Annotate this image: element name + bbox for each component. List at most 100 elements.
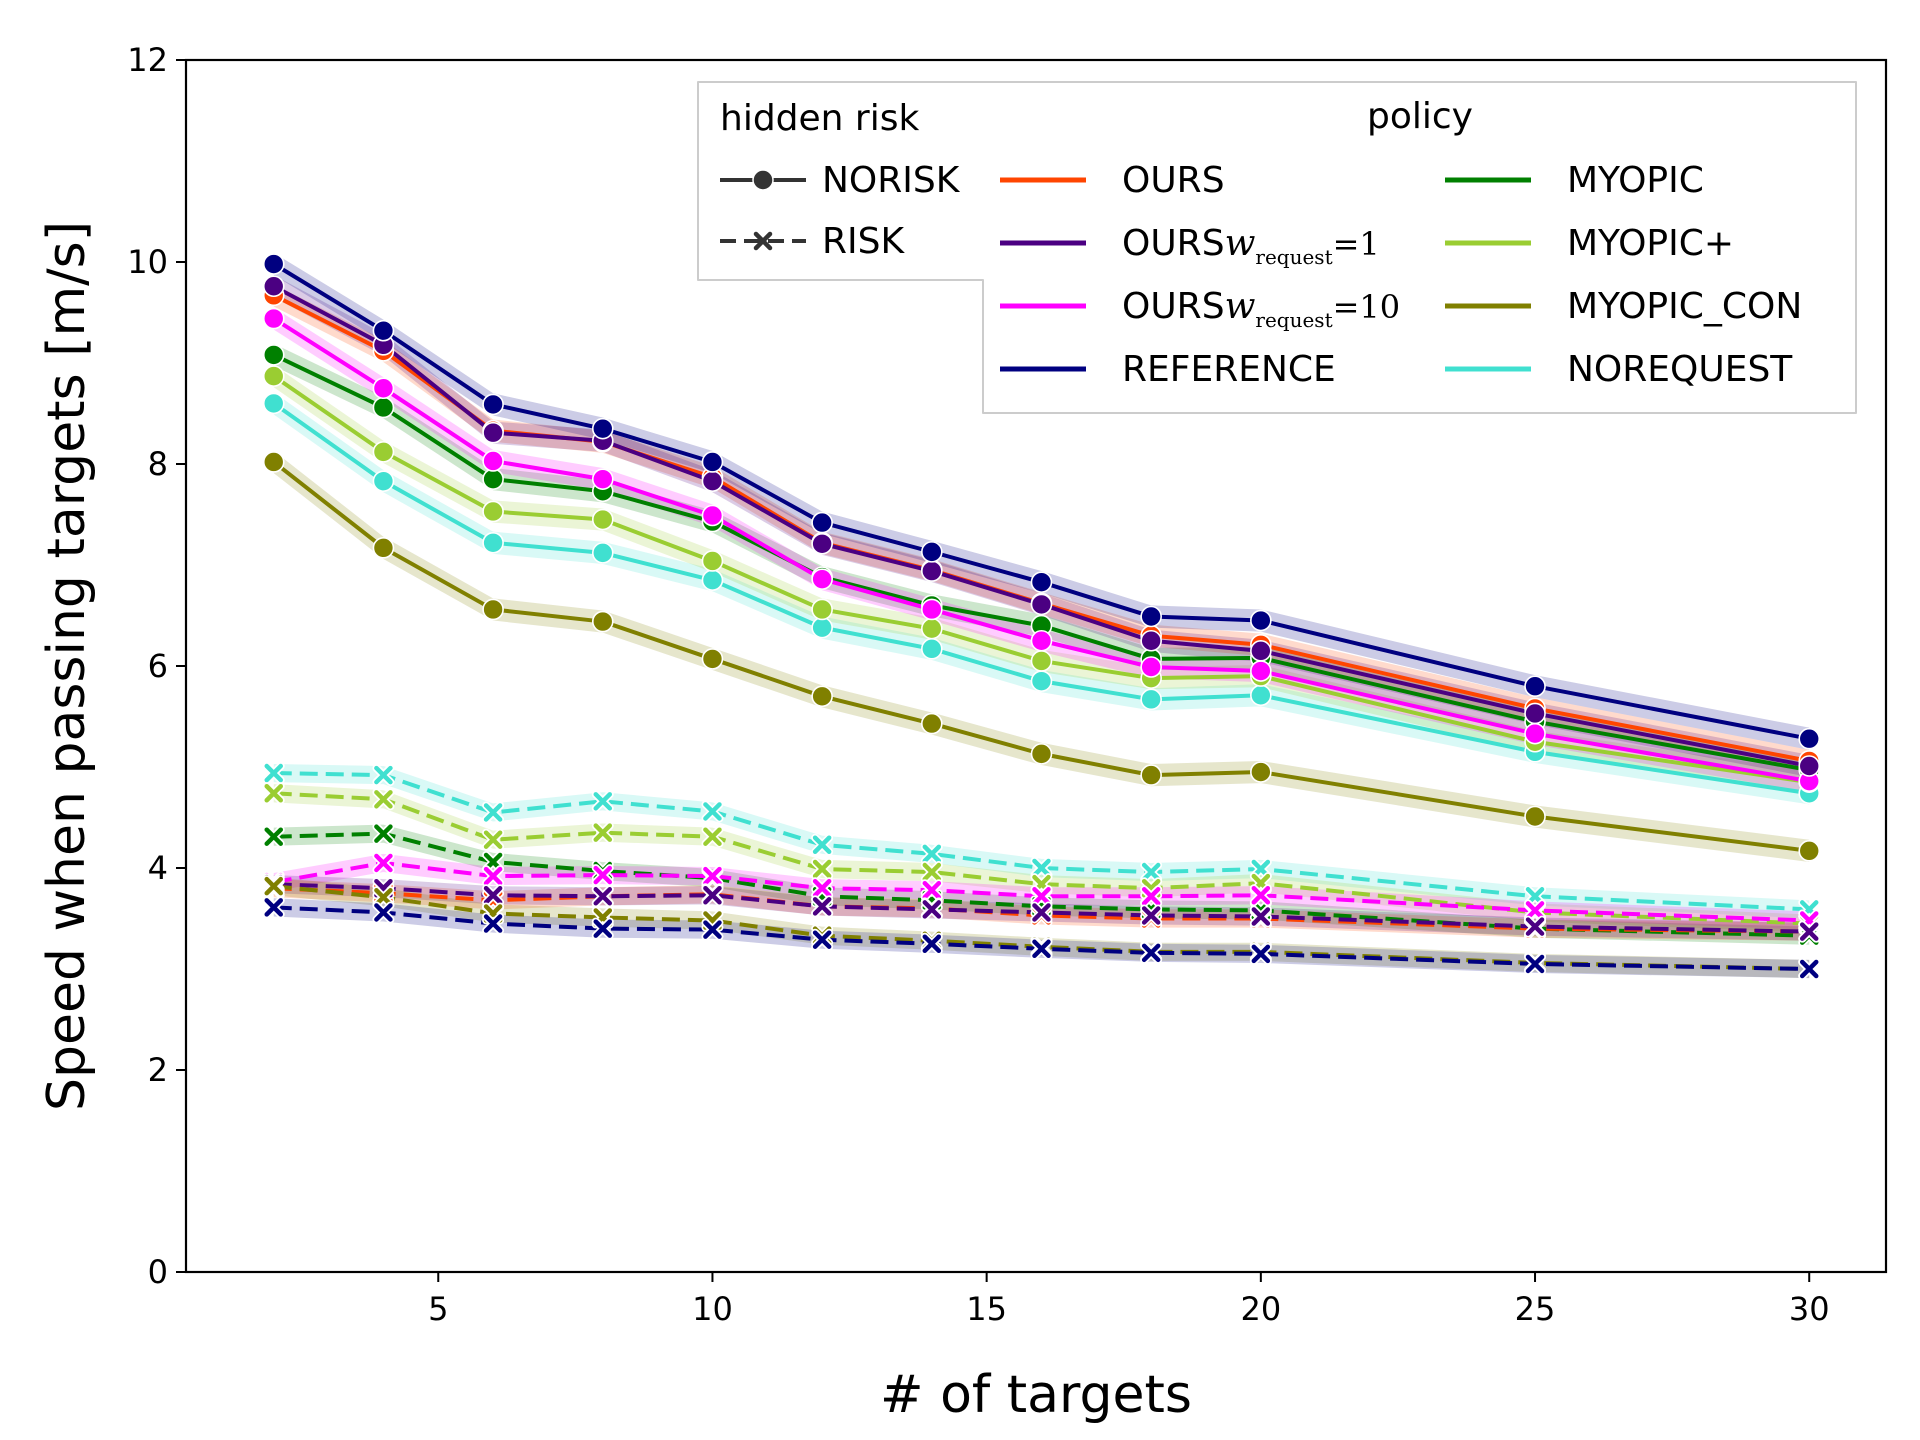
data-point	[1250, 684, 1272, 707]
data-point	[1249, 884, 1272, 907]
data-point	[482, 468, 504, 490]
y-tick-label: 8	[148, 445, 168, 483]
data-point	[482, 865, 505, 888]
legend-policy-name: NOREQUEST	[1567, 349, 1793, 390]
series-line	[273, 831, 1810, 938]
x-tick-label: 25	[1515, 1290, 1556, 1328]
data-point	[482, 598, 504, 621]
data-point	[1030, 857, 1053, 879]
data-point	[811, 568, 833, 590]
legend-style-label: NORISK	[822, 160, 961, 201]
y-tick-label: 12	[127, 41, 168, 79]
data-point	[1140, 656, 1162, 678]
data-point	[372, 822, 395, 845]
legend-policy-subscript: request	[1255, 245, 1332, 269]
data-point	[482, 450, 504, 472]
series-line	[272, 262, 1810, 741]
series-line	[272, 316, 1810, 784]
legend-policy-label: OURSwrequest=10	[1122, 286, 1400, 332]
legend-style-marker	[752, 169, 774, 191]
y-axis: 0 2 4 6 8 10 12	[127, 41, 186, 1291]
data-point	[482, 828, 505, 851]
data-point	[372, 851, 395, 874]
data-point	[262, 825, 285, 848]
data-point	[1140, 688, 1162, 711]
legend-title-hidden-risk: hidden risk	[720, 98, 919, 139]
series-line	[272, 460, 1810, 853]
data-point	[701, 470, 724, 492]
x-tick-label: 15	[966, 1290, 1007, 1328]
legend-policy-label: REFERENCE	[1122, 349, 1336, 390]
data-point	[372, 396, 395, 419]
data-point	[482, 421, 504, 444]
data-point	[701, 648, 724, 670]
data-point	[921, 712, 943, 735]
data-point	[921, 598, 943, 621]
data-point	[1250, 640, 1272, 662]
series-line	[272, 353, 1810, 772]
data-point	[1524, 702, 1546, 725]
legend-policy-name: REFERENCE	[1122, 349, 1336, 390]
data-point	[262, 451, 285, 473]
legend-title-policy: policy	[1367, 96, 1473, 137]
data-point	[921, 617, 943, 640]
x-axis: 5 10 15 20 25 30	[428, 1272, 1830, 1328]
data-point	[591, 821, 614, 844]
data-point	[920, 932, 943, 955]
data-point	[482, 393, 504, 416]
data-point	[591, 790, 614, 813]
x-tick-label: 20	[1240, 1290, 1281, 1328]
x-tick-label: 5	[428, 1290, 448, 1328]
legend-policy-label: MYOPIC	[1567, 160, 1704, 201]
confidence-band	[273, 252, 1810, 750]
data-point	[591, 610, 614, 633]
data-point	[591, 864, 614, 887]
data-point	[1140, 605, 1162, 628]
confidence-band	[273, 365, 1810, 794]
confidence-band	[273, 763, 1810, 919]
legend-policy-name: MYOPIC+	[1567, 223, 1734, 264]
data-point	[1030, 901, 1053, 924]
legend-style-label: RISK	[822, 221, 905, 262]
series-line	[273, 884, 1810, 971]
data-point	[1524, 915, 1547, 938]
x-axis-label: # of targets	[880, 1365, 1192, 1425]
legend-policy-label: OURS	[1122, 160, 1225, 201]
data-point	[1524, 722, 1546, 745]
series-line	[273, 882, 1810, 934]
series-line	[273, 905, 1810, 971]
data-point	[1249, 905, 1272, 928]
legend-policy-name: MYOPIC_CON	[1567, 286, 1802, 327]
data-point	[920, 879, 943, 902]
data-point	[591, 885, 614, 908]
legend-policy-label: MYOPIC+	[1567, 223, 1734, 264]
series-line	[273, 791, 1810, 926]
data-point	[811, 598, 833, 621]
data-point	[482, 912, 505, 935]
data-point	[372, 764, 395, 787]
data-point	[591, 917, 614, 940]
data-point	[811, 532, 833, 555]
data-point	[1524, 899, 1547, 922]
data-point	[1030, 743, 1053, 765]
data-point	[811, 895, 834, 918]
data-point	[921, 638, 943, 660]
data-point	[1140, 629, 1162, 652]
data-point	[1524, 675, 1546, 698]
y-tick-label: 10	[127, 243, 168, 281]
y-tick-label: 6	[148, 647, 168, 685]
legend-policy-suffix: =10	[1333, 288, 1401, 326]
legend: hidden risk policy NORISK RISK OURS OURSwrequ…	[697, 81, 1857, 414]
data-point	[1030, 885, 1053, 908]
data-point	[1249, 942, 1272, 965]
data-point	[1140, 904, 1163, 927]
confidence-band	[273, 392, 1810, 805]
data-point	[1030, 650, 1053, 672]
data-point	[920, 898, 943, 921]
legend-policy-label: OURSwrequest=1	[1122, 223, 1380, 269]
legend-policy-name: MYOPIC	[1567, 160, 1704, 201]
legend-policy-subscript: request	[1255, 308, 1332, 332]
y-tick-label: 2	[148, 1051, 168, 1089]
data-point	[482, 500, 504, 523]
data-point	[701, 884, 724, 907]
